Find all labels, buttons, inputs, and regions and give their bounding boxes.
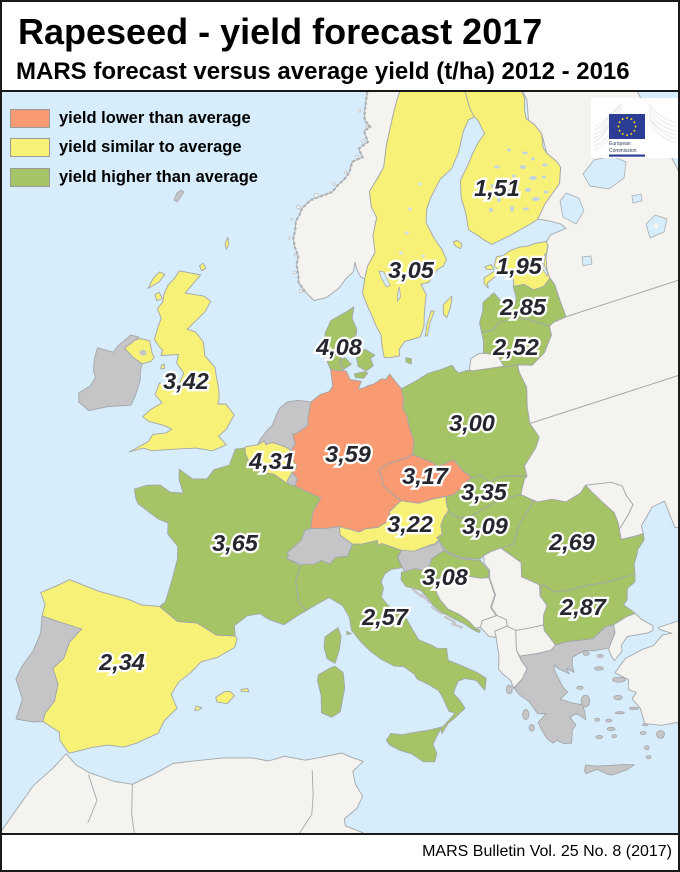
svg-text:2,69: 2,69 bbox=[548, 529, 595, 555]
svg-text:3,35: 3,35 bbox=[461, 479, 508, 505]
svg-text:3,00: 3,00 bbox=[449, 410, 495, 436]
svg-text:3,22: 3,22 bbox=[387, 511, 433, 537]
svg-text:1,51: 1,51 bbox=[474, 175, 520, 201]
svg-text:4,08: 4,08 bbox=[315, 334, 363, 360]
svg-text:4,31: 4,31 bbox=[248, 448, 295, 474]
svg-text:2,52: 2,52 bbox=[492, 334, 539, 360]
svg-text:2,87: 2,87 bbox=[559, 594, 607, 620]
svg-text:2,57: 2,57 bbox=[361, 604, 409, 630]
svg-text:3,08: 3,08 bbox=[422, 564, 469, 590]
svg-text:3,09: 3,09 bbox=[462, 513, 508, 539]
svg-text:3,65: 3,65 bbox=[212, 530, 259, 556]
svg-text:3,59: 3,59 bbox=[325, 441, 371, 467]
svg-text:3,17: 3,17 bbox=[402, 463, 449, 489]
svg-text:3,42: 3,42 bbox=[163, 368, 209, 394]
svg-text:2,85: 2,85 bbox=[499, 294, 547, 320]
svg-text:1,95: 1,95 bbox=[496, 253, 543, 279]
svg-text:3,05: 3,05 bbox=[388, 257, 435, 283]
svg-text:European: European bbox=[609, 141, 631, 147]
svg-text:2,34: 2,34 bbox=[98, 649, 145, 675]
svg-text:Commission: Commission bbox=[609, 148, 637, 154]
